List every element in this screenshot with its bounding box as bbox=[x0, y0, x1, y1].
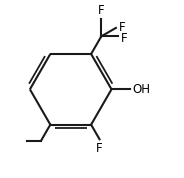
Text: F: F bbox=[118, 20, 125, 33]
Text: F: F bbox=[96, 142, 103, 155]
Text: OH: OH bbox=[132, 83, 150, 96]
Text: F: F bbox=[98, 4, 105, 17]
Text: F: F bbox=[121, 32, 127, 45]
